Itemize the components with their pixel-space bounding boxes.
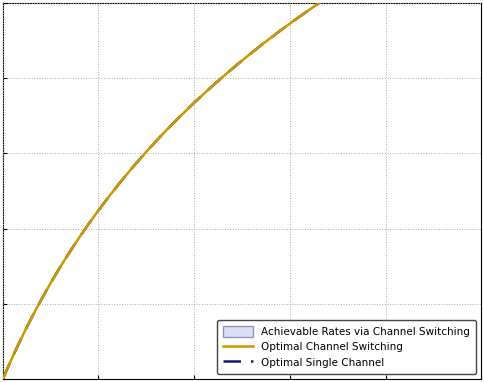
- Legend: Achievable Rates via Channel Switching, Optimal Channel Switching, Optimal Singl: Achievable Rates via Channel Switching, …: [217, 320, 476, 374]
